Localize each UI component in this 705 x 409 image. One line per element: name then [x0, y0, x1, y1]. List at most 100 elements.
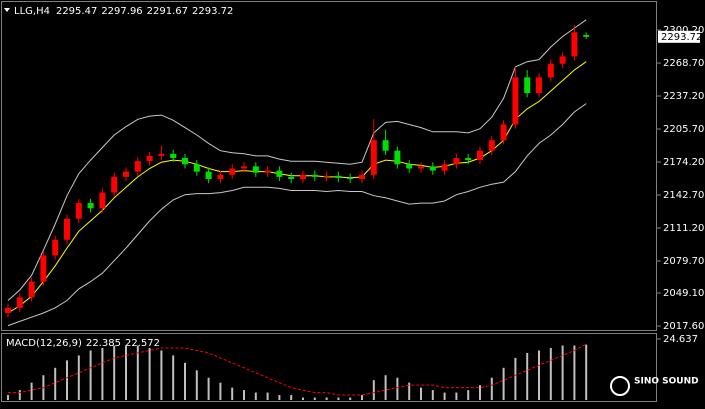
price-tag [658, 30, 700, 43]
macd-bar [538, 350, 540, 400]
y-tick-label: 2174.20 [663, 157, 704, 168]
candle-body [264, 170, 271, 173]
candle-body [28, 281, 35, 298]
candle-body [111, 176, 118, 193]
y-tick-label: 2049.10 [663, 288, 704, 299]
candle-body [134, 161, 141, 172]
macd-bar [479, 385, 481, 400]
macd-bar [207, 377, 210, 400]
macd-bar [89, 350, 92, 400]
y-tick-label: 2111.20 [663, 223, 704, 234]
main-panel-frame [1, 1, 657, 331]
y-tick-label: 2300.20 [663, 25, 704, 36]
macd-bar [561, 345, 564, 400]
y-tick-label: 2268.70 [663, 58, 704, 69]
macd-bar [278, 395, 281, 400]
band-lower [7, 103, 587, 327]
macd-bar [195, 370, 198, 400]
candle-body [276, 170, 283, 177]
candle-body [99, 192, 106, 209]
candle-body [288, 176, 295, 179]
candle-body [335, 175, 342, 178]
candle-body [241, 166, 247, 169]
candle-body [347, 177, 354, 179]
macd-signal-value: 22.572 [125, 338, 160, 349]
macd-bar [431, 390, 434, 400]
macd-bar [443, 392, 446, 400]
candle-body [477, 150, 483, 161]
macd-bar [502, 367, 505, 400]
candle-body [500, 124, 507, 141]
macd-bar [526, 352, 529, 400]
candle-body [323, 175, 330, 177]
macd-bar [77, 355, 80, 400]
candle-body [394, 150, 401, 165]
y-tick-label: 2142.70 [663, 190, 704, 201]
candle-body [429, 166, 436, 171]
candle-body [571, 32, 578, 57]
macd-bar [125, 345, 127, 400]
logo: SINO SOUND [610, 376, 699, 396]
candle-body [406, 164, 413, 169]
macd-bar [549, 347, 552, 400]
header-open: 2295.47 [56, 6, 97, 17]
macd-bar [136, 345, 139, 400]
y-tick-label: 2205.70 [663, 124, 704, 135]
macd-bar [54, 367, 57, 400]
symbol: LLG,H4 [14, 6, 50, 17]
candle-body [583, 34, 590, 37]
macd-bar [420, 387, 422, 400]
candle-body [252, 166, 259, 173]
macd-bar [361, 395, 363, 400]
macd-bar [490, 377, 493, 400]
candle-body [547, 63, 554, 78]
macd-bar [172, 355, 175, 400]
macd-value: 22.385 [86, 338, 121, 349]
candle-body [370, 140, 377, 175]
band-upper [7, 19, 587, 301]
candle-body [193, 164, 200, 172]
candle-body [146, 155, 153, 162]
price-tag-label: 2293.72 [661, 32, 702, 43]
macd-bar [7, 395, 9, 400]
macd-y-tick-label: 24.637 [663, 334, 698, 345]
candle-body [382, 140, 389, 151]
candle-body [40, 255, 47, 282]
candle-body [205, 171, 212, 179]
candle-body [123, 171, 129, 177]
macd-bar [396, 377, 399, 400]
macd-bar [160, 350, 163, 400]
candle-body [359, 174, 365, 179]
candle-body [16, 297, 23, 308]
header-close: 2293.72 [192, 6, 233, 17]
macd-panel-frame [1, 333, 657, 402]
header-low: 2291.67 [147, 6, 188, 17]
macd-bar [148, 347, 151, 400]
candle-body [453, 158, 460, 165]
candle-body [5, 307, 11, 314]
candle-body [536, 77, 542, 94]
macd-bar [231, 387, 234, 400]
candle-body [217, 174, 224, 179]
y-tick-label: 2079.70 [663, 256, 704, 267]
candle-body [52, 239, 59, 256]
macd-bar [585, 344, 588, 400]
macd-bar [514, 357, 517, 400]
macd-bar [18, 390, 21, 400]
candle-body [87, 203, 94, 209]
candle-body [300, 174, 306, 179]
macd-signal [8, 343, 587, 396]
candle-body [229, 168, 236, 175]
macd-bar [408, 382, 411, 400]
macd-bar [101, 347, 104, 400]
macd-bar [455, 392, 458, 400]
candle-body [311, 174, 318, 177]
candle-body [64, 218, 70, 240]
macd-bar [30, 382, 33, 400]
candle-body [441, 164, 448, 171]
y-tick-label: 2017.60 [663, 321, 704, 332]
macd-bar [384, 375, 387, 400]
candle-body [488, 140, 495, 151]
